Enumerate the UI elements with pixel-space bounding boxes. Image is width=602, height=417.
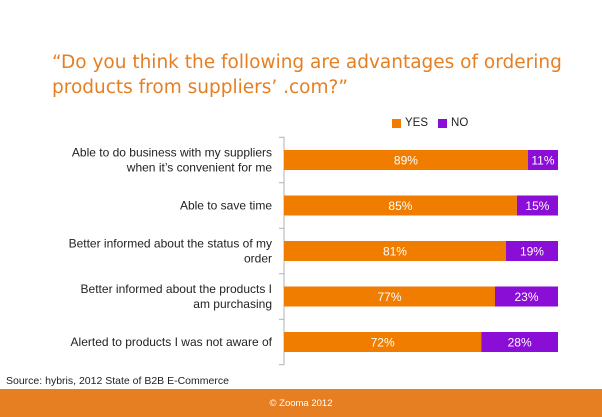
bar-no (494, 286, 558, 307)
data-label-yes: 89% (394, 154, 418, 168)
bar-yes (284, 241, 506, 261)
stacked-bar-chart: Able to do business with my supplierswhe… (69, 136, 558, 366)
bar-no (527, 150, 558, 170)
category-label: Alerted to products I was not aware of (71, 335, 273, 349)
data-label-yes: 81% (383, 245, 407, 259)
category-label: Able to do business with my suppliers (72, 146, 272, 160)
bar-yes (284, 286, 495, 307)
chart-legend: YES NO (392, 117, 478, 129)
bar-no (481, 332, 558, 352)
data-label-no: 28% (508, 336, 532, 350)
legend-item-yes: YES (392, 117, 428, 129)
bar-yes (284, 332, 482, 352)
category-label: order (244, 252, 272, 266)
category-label: Better informed about the products I (81, 282, 272, 296)
category-label: when it’s convenient for me (126, 161, 273, 175)
bar-no (505, 241, 558, 261)
chart-title: “Do you think the following are advantag… (52, 52, 562, 98)
data-label-no: 11% (531, 154, 554, 168)
legend-swatch-yes (392, 118, 401, 128)
source-note: Source: hybris, 2012 State of B2B E-Comm… (6, 375, 229, 387)
data-label-no: 23% (514, 290, 538, 304)
footer-copyright: © Zooma 2012 (269, 397, 333, 409)
legend-swatch-no (438, 118, 448, 128)
category-label: am purchasing (193, 297, 272, 311)
bar-yes (284, 195, 517, 216)
legend-item-no: NO (438, 117, 468, 129)
data-label-no: 15% (525, 199, 549, 213)
footer-bar: © Zooma 2012 (0, 389, 602, 417)
category-label: Better informed about the status of my (69, 237, 272, 251)
category-label: Able to save time (180, 199, 272, 213)
legend-label-yes: YES (405, 117, 429, 129)
legend-label-no: NO (451, 117, 469, 129)
bar-yes (284, 150, 528, 170)
data-label-yes: 77% (377, 290, 401, 304)
data-label-no: 19% (520, 245, 544, 259)
bar-no (516, 195, 558, 216)
data-label-yes: 85% (388, 199, 412, 213)
data-label-yes: 72% (371, 336, 395, 350)
